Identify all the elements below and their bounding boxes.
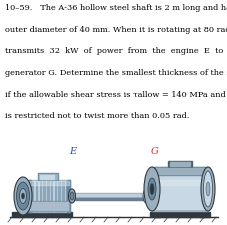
Bar <box>153 167 205 175</box>
Bar <box>29 181 69 211</box>
Bar <box>67 180 70 212</box>
Bar <box>36 181 37 211</box>
Text: transmits  32  kW  of  power  from  the  engine  E  to  the: transmits 32 kW of power from the engine… <box>5 47 227 55</box>
Ellipse shape <box>150 189 156 203</box>
Bar <box>29 201 69 211</box>
Bar <box>28 180 70 212</box>
Bar <box>75 193 147 200</box>
Bar <box>58 181 60 211</box>
Ellipse shape <box>142 189 148 203</box>
Ellipse shape <box>203 171 212 207</box>
Bar <box>151 169 207 209</box>
Ellipse shape <box>20 189 26 203</box>
Bar <box>169 162 189 166</box>
Ellipse shape <box>21 193 24 199</box>
Bar <box>28 180 31 212</box>
Bar <box>43 181 45 211</box>
Ellipse shape <box>68 189 75 203</box>
Bar <box>12 212 72 217</box>
Bar <box>47 181 48 211</box>
Ellipse shape <box>149 184 153 194</box>
Bar <box>75 198 147 200</box>
Bar <box>145 189 153 203</box>
Text: outer diameter of 40 mm. When it is rotating at 80 rad/s, it: outer diameter of 40 mm. When it is rota… <box>5 26 227 34</box>
Bar <box>32 181 33 211</box>
Bar <box>29 181 69 185</box>
Bar <box>39 181 41 211</box>
Text: E: E <box>69 146 76 155</box>
Bar <box>149 212 209 217</box>
Text: G: G <box>151 146 158 155</box>
Bar <box>155 168 203 174</box>
Text: if the allowable shear stress is τallow = 140 MPa and the shaft: if the allowable shear stress is τallow … <box>5 91 227 99</box>
Ellipse shape <box>14 177 32 215</box>
Text: is restricted not to twist more than 0.05 rad.: is restricted not to twist more than 0.0… <box>5 112 188 120</box>
Text: 10–59.   The A-36 hollow steel shaft is 2 m long and has an: 10–59. The A-36 hollow steel shaft is 2 … <box>5 4 227 12</box>
Ellipse shape <box>70 192 74 200</box>
Ellipse shape <box>143 167 159 211</box>
Ellipse shape <box>205 182 209 196</box>
Bar <box>54 181 56 211</box>
Bar <box>199 213 205 217</box>
Bar <box>66 181 67 211</box>
Bar <box>30 202 68 210</box>
Bar <box>151 167 207 211</box>
Bar <box>62 181 63 211</box>
Ellipse shape <box>147 178 155 200</box>
Ellipse shape <box>16 182 29 210</box>
Bar <box>38 173 58 180</box>
Bar <box>40 175 54 179</box>
Bar <box>39 174 57 179</box>
Bar <box>75 194 147 196</box>
Bar <box>153 213 159 217</box>
Bar <box>151 193 153 200</box>
Bar <box>153 180 205 185</box>
Bar <box>51 181 52 211</box>
Text: generator G. Determine the smallest thickness of the shaft: generator G. Determine the smallest thic… <box>5 69 227 77</box>
Ellipse shape <box>200 167 214 211</box>
Bar <box>167 161 191 167</box>
